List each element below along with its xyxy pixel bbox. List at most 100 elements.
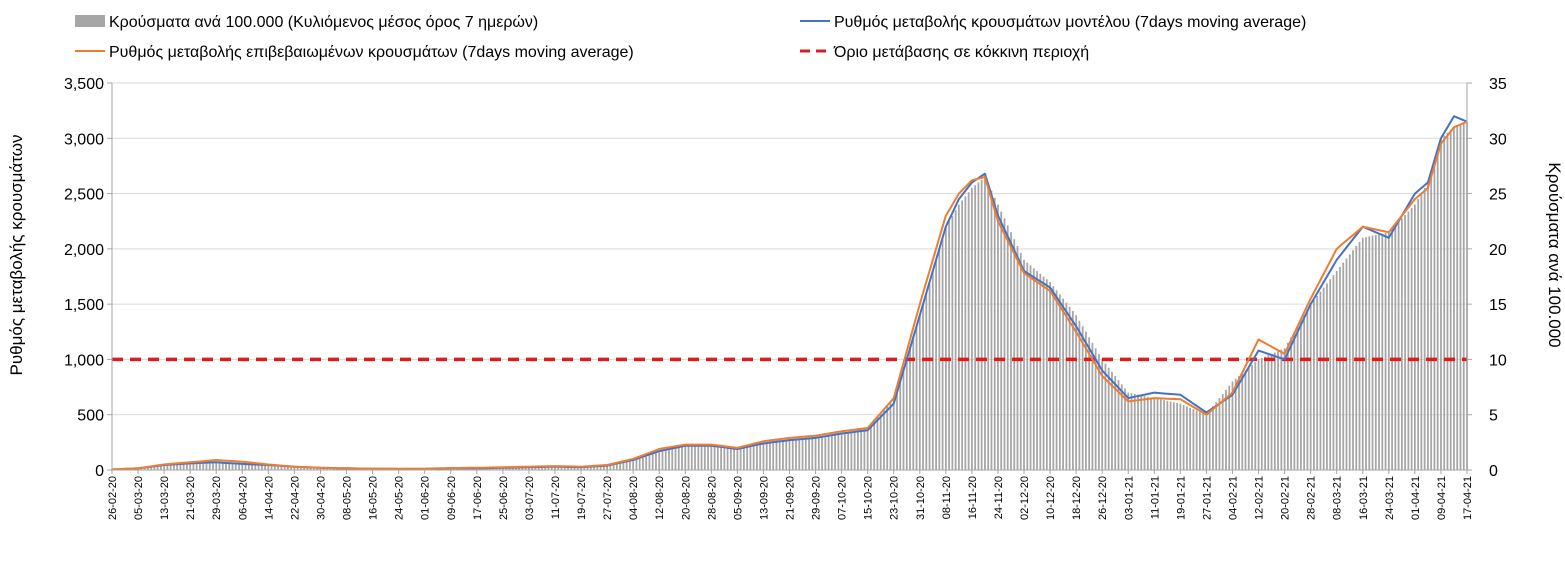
bar	[1397, 221, 1400, 470]
bar	[1348, 254, 1351, 470]
x-tick: 21-09-20	[785, 476, 797, 520]
bar	[726, 447, 729, 470]
bar	[1309, 304, 1312, 470]
bar	[990, 190, 993, 471]
x-tick: 29-03-20	[211, 476, 223, 520]
bar	[817, 436, 820, 470]
bar	[1189, 407, 1192, 470]
bar	[1019, 253, 1022, 470]
bar	[1436, 149, 1439, 471]
bar	[733, 448, 736, 470]
bar	[1023, 259, 1025, 470]
bar	[1339, 266, 1341, 470]
bar	[769, 441, 771, 470]
bar	[1006, 225, 1009, 470]
bar	[1071, 311, 1074, 470]
bar	[296, 466, 299, 470]
bar	[195, 463, 198, 470]
x-tick: 20-02-21	[1280, 476, 1292, 520]
bar	[462, 468, 465, 470]
y-tick-right: 30	[1489, 131, 1507, 148]
bar	[501, 467, 504, 470]
bar	[498, 467, 501, 470]
bar	[971, 188, 973, 471]
bar	[1010, 232, 1012, 470]
bar	[1303, 315, 1306, 470]
bar	[977, 182, 980, 470]
x-tick: 01-04-21	[1410, 476, 1422, 520]
x-tick: 25-06-20	[498, 476, 510, 520]
bar	[873, 420, 876, 470]
bar	[1267, 355, 1270, 470]
bar	[586, 466, 589, 470]
x-tick: 11-07-20	[550, 476, 562, 519]
bar	[280, 466, 283, 470]
bar	[710, 445, 713, 470]
bar	[736, 448, 739, 470]
x-tick: 03-01-21	[1123, 476, 1135, 520]
bar	[1365, 237, 1367, 470]
x-tick: 24-03-21	[1384, 476, 1396, 520]
bar	[889, 401, 892, 470]
bar	[1114, 376, 1117, 470]
bar	[1443, 135, 1446, 470]
y-tick-left: 1,000	[64, 352, 104, 369]
bar	[1410, 208, 1413, 470]
legend-swatch-bars	[75, 15, 105, 27]
bar	[1098, 353, 1100, 470]
x-tick: 23-10-20	[889, 476, 901, 520]
bar	[935, 259, 937, 470]
y-ticks-right: 0 5 10 15 20 25 30 35	[1467, 76, 1507, 480]
bar	[922, 304, 924, 470]
bar	[684, 445, 687, 470]
bar	[1264, 356, 1266, 470]
bar	[1085, 331, 1087, 470]
model-rate-line	[111, 115, 1468, 471]
bar	[573, 466, 576, 470]
bar	[1423, 188, 1426, 471]
bar	[205, 462, 208, 470]
confirmed-rate-line	[111, 120, 1468, 471]
bar	[166, 465, 169, 470]
y-tick-left: 3,500	[64, 76, 104, 93]
bar	[322, 467, 325, 470]
bar	[984, 176, 986, 470]
x-tick: 17-06-20	[472, 476, 484, 520]
bar	[1150, 397, 1152, 470]
bar	[1202, 413, 1205, 470]
bar	[729, 448, 732, 470]
bar	[202, 462, 205, 470]
x-tick: 16-03-21	[1358, 476, 1370, 520]
bar	[857, 430, 859, 470]
bar	[153, 466, 156, 470]
bar	[1417, 199, 1420, 470]
bar	[547, 466, 550, 470]
bar	[707, 445, 709, 470]
bar	[1169, 401, 1172, 470]
bar	[1042, 276, 1045, 470]
bar	[495, 467, 498, 470]
bar	[1101, 359, 1104, 470]
bar	[1326, 283, 1328, 470]
bar	[1332, 275, 1335, 470]
bar	[182, 463, 185, 470]
bar	[1371, 235, 1374, 470]
bar	[156, 466, 159, 470]
bar	[511, 467, 514, 470]
bar	[746, 446, 749, 470]
bar	[150, 466, 152, 470]
bar	[860, 429, 863, 470]
bar	[1290, 337, 1293, 470]
bar	[1335, 270, 1338, 470]
bar	[795, 438, 797, 470]
bar	[306, 467, 309, 470]
bar	[915, 325, 918, 470]
bar	[896, 387, 898, 470]
bar	[1254, 362, 1257, 470]
y-tick-right: 20	[1489, 242, 1507, 259]
bar	[1453, 127, 1455, 470]
bar	[690, 445, 693, 470]
bar	[1179, 403, 1182, 470]
x-tick: 29-09-20	[811, 476, 823, 520]
bar	[1153, 398, 1156, 470]
